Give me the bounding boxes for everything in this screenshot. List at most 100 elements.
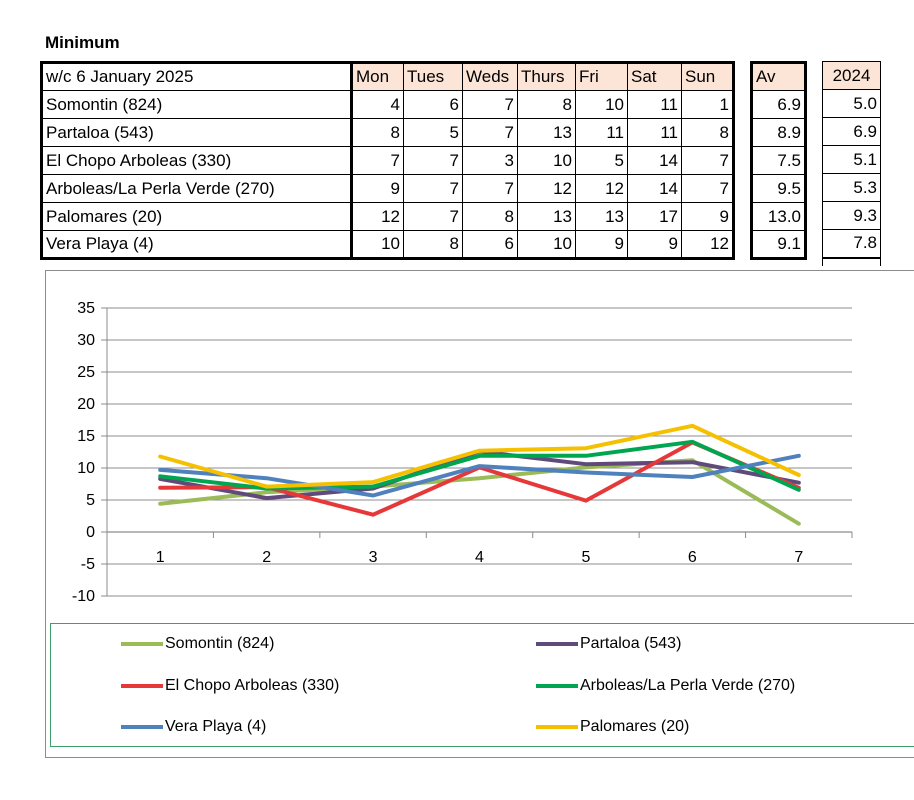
x-tick-label: 3	[369, 549, 378, 566]
temperature-cell: 7	[681, 146, 734, 175]
temperature-cell: 12	[575, 174, 628, 203]
station-name: Vera Playa (4)	[41, 230, 353, 259]
temperature-cell: 3	[462, 146, 518, 175]
day-header: Thurs	[517, 62, 576, 91]
legend-label: Vera Playa (4)	[165, 718, 267, 735]
table-row: El Chopo Arboleas (330) 7 7 3 10 5 14 7	[41, 146, 734, 175]
average-cell: 13.0	[751, 202, 806, 231]
temperature-cell: 11	[627, 118, 682, 147]
temperature-cell: 8	[681, 118, 734, 147]
temperature-cell: 10	[517, 146, 576, 175]
y-tick-label: -10	[72, 588, 95, 605]
chart-area: 35 30 25 20 15 10 5 0 -5 -10 1 2 3 4 5 6 7	[45, 270, 914, 758]
legend-swatch	[536, 642, 578, 646]
year-cell: 9.3	[822, 201, 881, 230]
year-table: 2024 5.0 6.9 5.1 5.3 9.3 7.8	[822, 61, 881, 266]
table-row: Somontin (824) 4 6 7 8 10 11 1	[41, 90, 734, 119]
x-tick-label: 7	[794, 549, 803, 566]
legend-label: Arboleas/La Perla Verde (270)	[580, 677, 796, 694]
temperature-cell: 13	[517, 202, 576, 231]
temperature-cell: 5	[575, 146, 628, 175]
temperature-cell: 12	[351, 202, 404, 231]
line-chart: 35 30 25 20 15 10 5 0 -5 -10 1 2 3 4 5 6 7	[72, 300, 853, 605]
temperature-cell: 13	[575, 202, 628, 231]
average-cell: 9.1	[751, 230, 806, 259]
temperature-cell: 7	[403, 146, 463, 175]
year-header: 2024	[822, 61, 881, 90]
table-row: Vera Playa (4) 10 8 6 10 9 9 12	[41, 230, 734, 259]
temperature-cell: 14	[627, 174, 682, 203]
legend-item: Palomares (20)	[536, 716, 689, 738]
y-tick-label: 15	[77, 428, 95, 445]
legend-item: Somontin (824)	[121, 633, 274, 655]
temperature-cell: 8	[351, 118, 404, 147]
temperature-table: w/c 6 January 2025 Mon Tues Weds Thurs Fri Sat…	[40, 61, 735, 260]
day-header: Fri	[575, 62, 628, 91]
year-cell: 7.8	[822, 229, 881, 258]
temperature-cell: 4	[351, 90, 404, 119]
week-label: w/c 6 January 2025	[41, 62, 353, 91]
average-table: Av 6.9 8.9 7.5 9.5 13.0 9.1	[750, 61, 807, 260]
y-tick-label: 10	[77, 460, 95, 477]
day-header: Tues	[403, 62, 463, 91]
temperature-cell: 9	[627, 230, 682, 259]
x-tick-label: 1	[156, 549, 165, 566]
temperature-cell: 7	[462, 174, 518, 203]
x-tick-label: 4	[475, 549, 484, 566]
y-tick-label: 25	[77, 364, 95, 381]
temperature-cell: 9	[351, 174, 404, 203]
day-header: Sat	[627, 62, 682, 91]
table-row: Partaloa (543) 8 5 7 13 11 11 8	[41, 118, 734, 147]
year-table-tail	[822, 256, 881, 266]
legend-label: El Chopo Arboleas (330)	[165, 677, 340, 694]
legend-swatch	[121, 684, 163, 688]
station-name: Palomares (20)	[41, 202, 353, 231]
legend-item: Vera Playa (4)	[121, 716, 266, 738]
average-cell: 7.5	[751, 146, 806, 175]
legend-item: El Chopo Arboleas (330)	[121, 675, 339, 697]
temperature-cell: 9	[681, 202, 734, 231]
page-heading: Minimum	[45, 33, 120, 52]
temperature-cell: 5	[403, 118, 463, 147]
y-tick-label: 5	[86, 492, 95, 509]
temperature-cell: 8	[403, 230, 463, 259]
average-cell: 6.9	[751, 90, 806, 119]
legend-label: Palomares (20)	[580, 718, 690, 735]
x-tick-label: 6	[688, 549, 697, 566]
year-cell: 6.9	[822, 117, 881, 146]
temperature-cell: 10	[351, 230, 404, 259]
average-cell: 8.9	[751, 118, 806, 147]
day-header: Sun	[681, 62, 734, 91]
legend-swatch	[536, 684, 578, 688]
temperature-cell: 7	[462, 90, 518, 119]
y-tick-label: -5	[81, 556, 95, 573]
day-header: Weds	[462, 62, 518, 91]
temperature-cell: 7	[681, 174, 734, 203]
legend-swatch	[121, 642, 163, 646]
legend-swatch	[121, 725, 163, 729]
series-line	[158, 458, 801, 526]
temperature-cell: 10	[575, 90, 628, 119]
temperature-cell: 1	[681, 90, 734, 119]
temperature-cell: 13	[517, 118, 576, 147]
x-tick-label: 5	[581, 549, 590, 566]
y-tick-label: 35	[77, 300, 95, 317]
average-cell: 9.5	[751, 174, 806, 203]
legend-item: Arboleas/La Perla Verde (270)	[536, 675, 795, 697]
station-name: Partaloa (543)	[41, 118, 353, 147]
series-line	[158, 453, 801, 498]
legend-label: Somontin (824)	[165, 635, 275, 652]
station-name: Arboleas/La Perla Verde (270)	[41, 174, 353, 203]
legend-swatch	[536, 725, 578, 729]
temperature-cell: 11	[575, 118, 628, 147]
legend-label: Partaloa (543)	[580, 635, 682, 652]
chart-legend: Somontin (824) Partaloa (543) El Chopo Arb…	[50, 623, 914, 747]
temperature-cell: 12	[681, 230, 734, 259]
temperature-cell: 7	[403, 174, 463, 203]
day-header: Mon	[351, 62, 404, 91]
table-row: Arboleas/La Perla Verde (270) 9 7 7 12 12 14 7	[41, 174, 734, 203]
temperature-cell: 14	[627, 146, 682, 175]
station-name: El Chopo Arboleas (330)	[41, 146, 353, 175]
temperature-cell: 7	[351, 146, 404, 175]
table-row: Palomares (20) 12 7 8 13 13 17 9	[41, 202, 734, 231]
